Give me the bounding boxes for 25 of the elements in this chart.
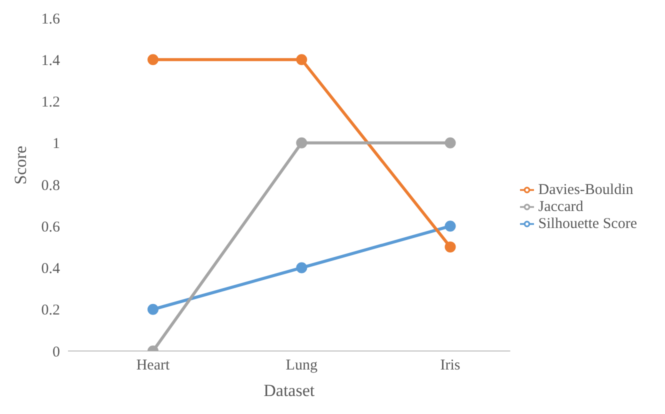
x-tick-label: Iris <box>440 358 460 374</box>
legend-label: Davies-Bouldin <box>538 182 634 198</box>
x-tick-label: Heart <box>136 358 170 374</box>
y-tick-label: 0.6 <box>41 219 60 236</box>
y-tick-label: 1.4 <box>41 52 60 69</box>
y-tick-label: 1.2 <box>41 94 60 111</box>
point <box>444 241 456 252</box>
legend-label: Jaccard <box>538 198 584 214</box>
point <box>148 304 158 315</box>
y-tick-label: 1.6 <box>41 11 60 28</box>
point <box>444 220 456 232</box>
point <box>148 54 158 66</box>
y-tick-label: 0.4 <box>41 261 60 278</box>
y-tick-label: 0 <box>52 344 60 360</box>
y-tick-label: 0.8 <box>41 178 60 194</box>
x-tick-label: Lung <box>286 358 318 374</box>
x-axis-title: Dataset <box>264 381 315 400</box>
y-tick-label: 1 <box>52 136 60 152</box>
point <box>444 137 456 148</box>
point <box>296 262 308 274</box>
legend-label: Silhouette Score <box>538 216 637 232</box>
point <box>296 137 308 148</box>
y-tick-label: 0.2 <box>41 302 60 319</box>
y-axis-title: Score <box>11 146 30 184</box>
point <box>296 54 308 66</box>
